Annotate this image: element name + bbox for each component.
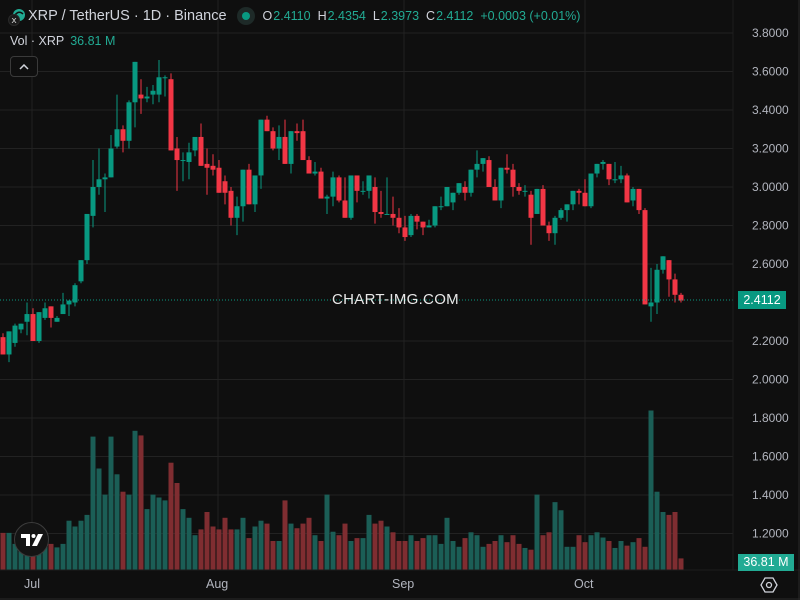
price-tick-label: 2.0000	[752, 373, 789, 387]
symbol-title[interactable]: XRP / TetherUS · 1D · Binance	[28, 8, 227, 24]
volume-value: 36.81 M	[70, 34, 116, 48]
chevron-up-icon	[19, 63, 29, 70]
volume-bars	[0, 410, 684, 570]
last-volume-tag: 36.81 M	[738, 554, 794, 571]
price-tick-label: 3.0000	[752, 180, 789, 194]
low-value: 2.3973	[380, 9, 420, 23]
price-tick-label: 2.6000	[752, 257, 789, 271]
low-label: L	[372, 9, 380, 23]
symbol-legend: x XRP / TetherUS · 1D · Binance O 2.4110 …	[8, 7, 587, 26]
time-label-jul: Jul	[24, 577, 40, 591]
price-tick-label: 3.2000	[752, 142, 789, 156]
price-tick-label: 1.2000	[752, 527, 789, 541]
time-label-aug: Aug	[206, 577, 229, 591]
chart-settings-button[interactable]	[760, 577, 778, 593]
high-value: 2.4354	[327, 9, 366, 23]
volume-label: Vol · XRP	[10, 34, 65, 48]
price-change: +0.0003 (+0.01%)	[480, 9, 581, 23]
price-tick-label: 1.8000	[752, 411, 789, 425]
price-tick-label: 1.6000	[752, 450, 789, 464]
volume-legend[interactable]: Vol · XRP 36.81 M	[10, 34, 115, 48]
time-label-oct: Oct	[574, 577, 594, 591]
high-label: H	[317, 9, 327, 23]
close-value: 2.4112	[436, 9, 474, 23]
price-tick-label: 2.2000	[752, 334, 789, 348]
last-price-tag: 2.4112	[738, 291, 786, 309]
price-tick-label: 2.8000	[752, 219, 789, 233]
xrp-logo-icon: x	[8, 8, 25, 26]
tradingview-logo-icon	[20, 533, 43, 546]
price-tick-label: 3.4000	[752, 103, 789, 117]
price-tick-label: 1.4000	[752, 488, 789, 502]
svg-text:x: x	[11, 16, 17, 26]
price-candles	[0, 59, 684, 363]
collapse-legend-button[interactable]	[10, 56, 38, 77]
price-tick-label: 3.8000	[752, 26, 789, 40]
time-label-sep: Sep	[392, 577, 415, 591]
watermark: CHART-IMG.COM	[332, 291, 459, 308]
tradingview-logo[interactable]	[14, 522, 49, 557]
price-tick-label: 3.6000	[752, 65, 789, 79]
settings-hexagon-icon	[760, 577, 778, 593]
open-value: 2.4110	[273, 9, 311, 23]
close-label: C	[426, 9, 436, 23]
open-label: O	[262, 9, 273, 23]
market-open-status-icon	[236, 7, 255, 25]
price-axis[interactable]: 3.8000 3.6000 3.4000 3.2000 3.0000 2.8000 2.60…	[752, 26, 789, 541]
